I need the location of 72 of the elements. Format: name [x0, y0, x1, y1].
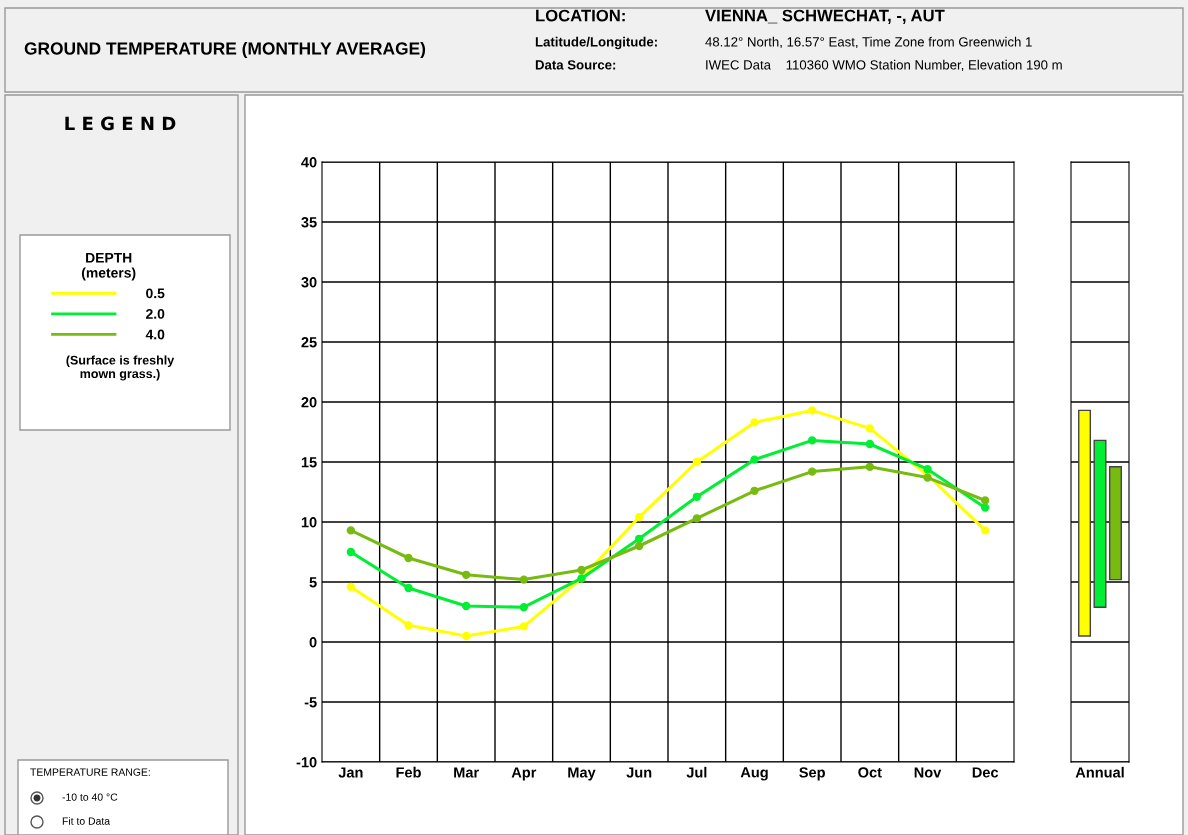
- point: [404, 583, 413, 593]
- point: [980, 526, 990, 535]
- x-tick-label: Apr: [511, 767, 537, 781]
- text: LOCATION:: [536, 9, 625, 22]
- point: [807, 406, 817, 415]
- legend-label: 4.0: [145, 329, 165, 340]
- point: [750, 418, 759, 427]
- x-tick-label: Jan: [338, 767, 363, 778]
- text: -10 to 40 °C: [62, 793, 118, 801]
- text: Latitude/Longitude:: [535, 36, 657, 50]
- point: [865, 439, 875, 449]
- point: [865, 424, 875, 433]
- point: [923, 465, 932, 474]
- y-tick-label: 0: [309, 637, 317, 648]
- point: [807, 436, 817, 445]
- text: Fit to Data: [62, 817, 111, 825]
- point: [461, 601, 471, 611]
- text: IWEC Data 110360 WMO Station Number, Elevation 190 m: [706, 59, 1062, 72]
- y-tick-label: 15: [301, 457, 317, 468]
- x-tick-label: Feb: [396, 766, 421, 778]
- point: [750, 486, 759, 495]
- x-tick-label: Oct: [858, 767, 882, 778]
- point: [404, 553, 413, 563]
- y-tick-label: 5: [309, 577, 317, 588]
- legend-title: DEPTH (meters): [81, 253, 136, 281]
- y-tick-label: 35: [301, 217, 317, 228]
- legend-label: 0.5: [146, 288, 165, 299]
- point: [519, 622, 529, 631]
- x-tick-label: Jun: [626, 767, 652, 778]
- text: L E G E N D: [65, 116, 176, 131]
- point: [692, 514, 702, 523]
- point: [404, 621, 413, 630]
- x-tick-label: Jul: [686, 766, 707, 778]
- x-tick-label: Nov: [914, 767, 942, 778]
- point: [865, 462, 875, 471]
- point: [346, 526, 356, 535]
- text: 48.12° North, 16.57° East, Time Zone from Greenwich 1: [705, 36, 1032, 49]
- point: [634, 541, 644, 551]
- x-tick-label: Mar: [454, 767, 479, 778]
- point: [692, 492, 702, 501]
- point: [807, 467, 817, 476]
- text: TEMPERATURE RANGE:: [30, 768, 150, 776]
- y-tick-label: 40: [301, 157, 317, 168]
- y-tick-label: -5: [304, 697, 317, 708]
- point: [634, 513, 644, 522]
- point: [346, 547, 356, 557]
- point: [519, 603, 529, 612]
- x-tick-label: Sep: [799, 767, 825, 781]
- point: [346, 582, 356, 591]
- chart-title: GROUND TEMPERATURE (MONTHLY AVERAGE): [24, 41, 426, 59]
- text: VIENNA_ SCHWECHAT, -, AUT: [705, 9, 945, 24]
- point: [577, 565, 586, 575]
- point: [461, 631, 471, 641]
- point: [519, 575, 529, 584]
- x-tick-label: Annual: [1075, 766, 1124, 778]
- y-tick-label: 25: [301, 337, 317, 348]
- point: [692, 457, 702, 467]
- text: (Surface is freshly mown grass.): [66, 355, 175, 381]
- y-tick-label: 20: [301, 397, 317, 408]
- x-tick-label: May: [568, 767, 596, 781]
- point: [750, 455, 759, 464]
- legend-label: 2.0: [146, 309, 165, 319]
- point: [461, 570, 471, 579]
- x-tick-label: Aug: [740, 767, 768, 781]
- y-tick-label: 30: [301, 277, 317, 288]
- point: [980, 496, 990, 505]
- y-tick-label: -10: [296, 757, 317, 768]
- y-tick-label: 10: [301, 517, 317, 528]
- point: [980, 503, 990, 512]
- source-note: Data Source:: [535, 60, 616, 70]
- point: [634, 534, 644, 543]
- x-tick-label: Dec: [972, 767, 999, 778]
